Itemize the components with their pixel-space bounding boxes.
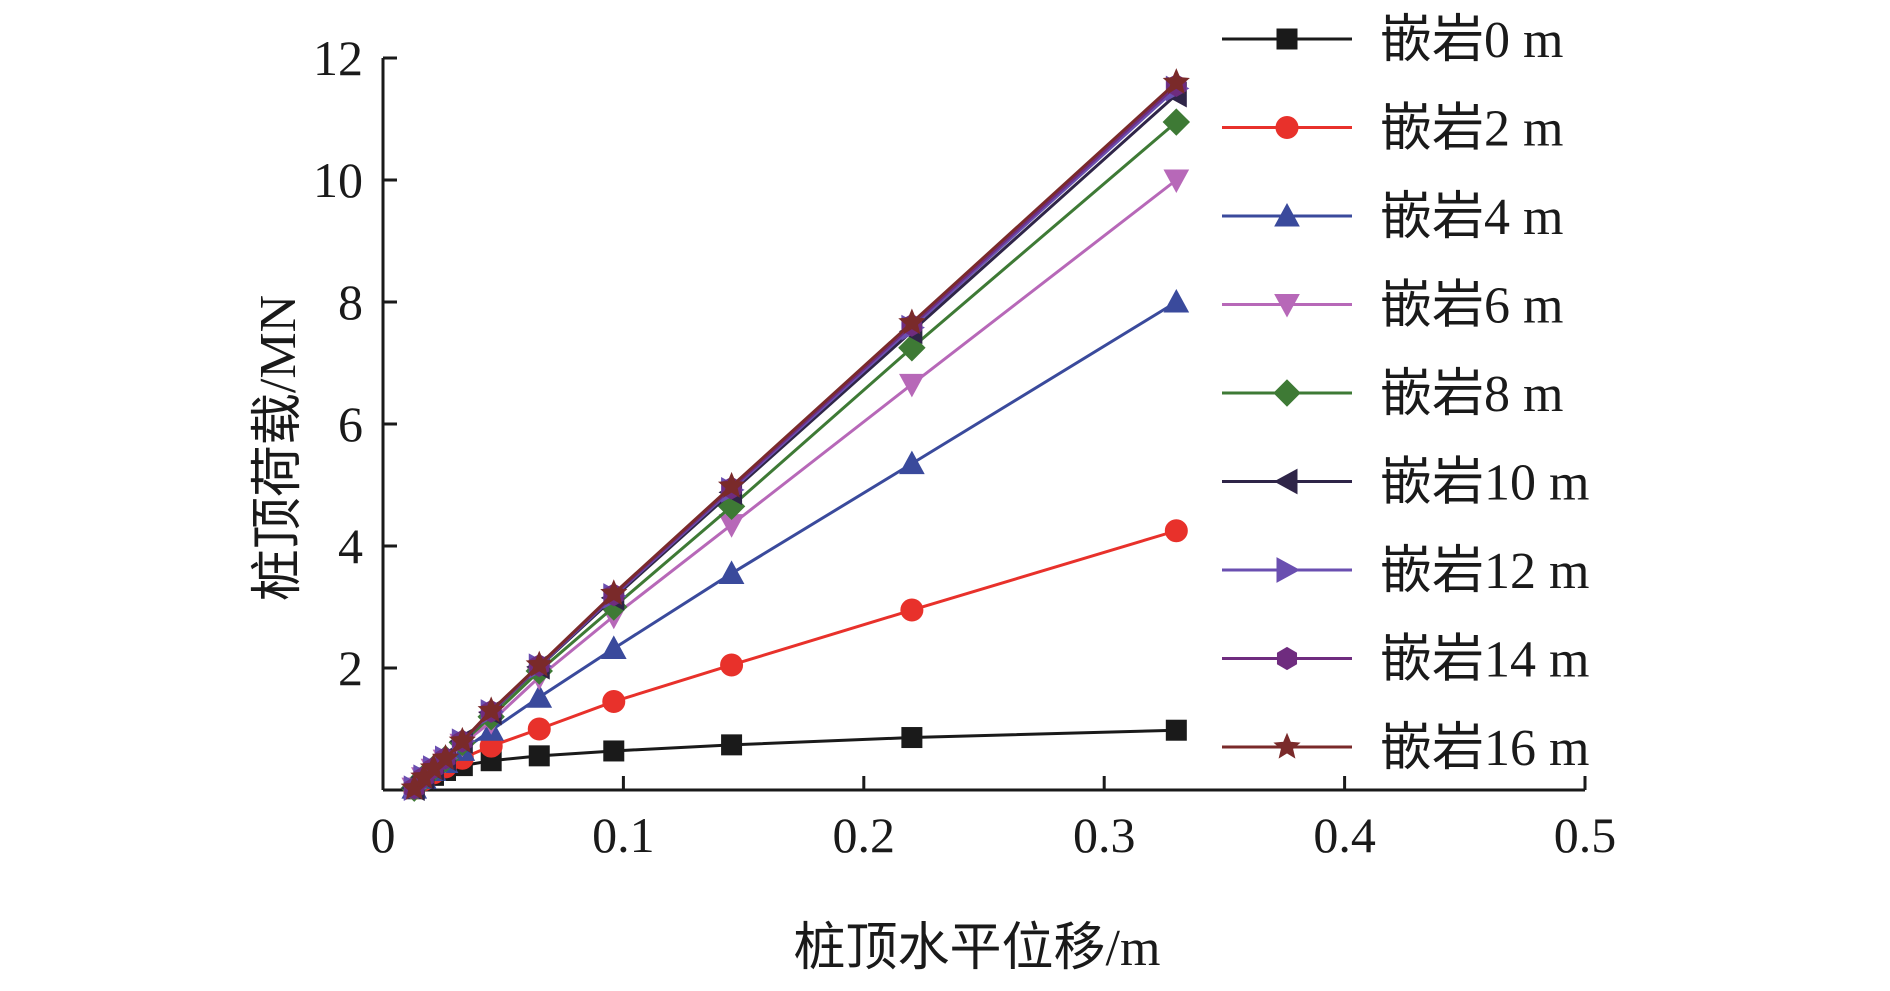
series: [401, 288, 1190, 799]
x-tick-label: 0.5: [1554, 807, 1617, 863]
y-tick-label: 10: [313, 152, 363, 208]
legend-item: 嵌岩6 m: [1222, 278, 1563, 335]
legend-label: 嵌岩0 m: [1380, 12, 1563, 69]
y-tick-label: 4: [338, 518, 363, 574]
data-point: [603, 740, 625, 762]
legend-label: 嵌岩6 m: [1380, 278, 1563, 335]
series: [403, 719, 1187, 800]
legend-marker: [1274, 202, 1300, 227]
data-point: [900, 598, 924, 622]
data-point: [720, 653, 744, 677]
legend-label: 嵌岩8 m: [1380, 366, 1563, 423]
legend-label: 嵌岩12 m: [1380, 543, 1589, 600]
y-tick-label: 8: [338, 274, 363, 330]
legend-item: 嵌岩14 m: [1222, 632, 1589, 689]
legend-marker: [1276, 28, 1298, 50]
legend-label: 嵌岩2 m: [1380, 101, 1563, 158]
data-point: [899, 450, 925, 475]
legend-label: 嵌岩10 m: [1380, 455, 1589, 512]
data-point: [431, 743, 460, 770]
data-point: [901, 727, 923, 749]
legend-marker: [1276, 557, 1301, 583]
legend: 嵌岩0 m 嵌岩2 m 嵌岩4 m 嵌岩6 m 嵌岩8 m 嵌岩10 m 嵌岩12 m 嵌岩1…: [1222, 12, 1589, 777]
y-tick-label: 12: [313, 30, 363, 86]
data-point: [1162, 108, 1191, 136]
data-point: [448, 726, 476, 753]
series: [400, 68, 1190, 800]
legend-item: 嵌岩16 m: [1222, 720, 1589, 777]
x-tick-label: 0.1: [592, 807, 655, 863]
y-ticks: 2 4 6 8 10 12: [313, 30, 397, 696]
data-point: [525, 650, 553, 677]
series-line: [413, 178, 1178, 790]
y-tick-label: 6: [338, 396, 363, 452]
x-tick-label: 0: [371, 807, 396, 863]
data-point: [1163, 169, 1190, 194]
data-point: [899, 373, 925, 398]
legend-label: 嵌岩16 m: [1380, 720, 1589, 777]
data-point: [1165, 719, 1187, 741]
series-line: [413, 529, 1177, 790]
x-ticks: 0 0.1 0.2 0.3 0.4 0.5: [371, 776, 1617, 863]
data-point: [718, 560, 745, 584]
x-tick-label: 0.2: [833, 807, 896, 863]
data-point: [527, 717, 551, 741]
legend-item: 嵌岩10 m: [1222, 455, 1589, 512]
data-point: [600, 635, 627, 659]
legend-marker: [1275, 116, 1299, 139]
data-point: [477, 696, 505, 723]
legend-marker: [1273, 732, 1301, 759]
series-group: [400, 68, 1191, 802]
x-axis-title: 桩顶水平位移/m: [794, 920, 1161, 977]
data-point: [1163, 288, 1190, 313]
data-point: [717, 471, 746, 498]
x-tick-label: 0.3: [1073, 807, 1136, 863]
legend-item: 嵌岩8 m: [1222, 366, 1563, 423]
y-axis-title: 桩顶荷载/MN: [250, 295, 307, 601]
data-point: [600, 579, 628, 606]
legend-item: 嵌岩2 m: [1222, 101, 1563, 158]
legend-marker: [1276, 646, 1298, 671]
legend-item: 嵌岩4 m: [1222, 189, 1563, 246]
axes: 0 0.1 0.2 0.3 0.4 0.5 2 4 6 8 10 12: [313, 30, 1616, 863]
series-line: [413, 728, 1177, 790]
y-tick-label: 2: [338, 640, 363, 696]
data-point: [602, 690, 626, 714]
series: [401, 81, 1187, 802]
data-point: [898, 308, 926, 335]
legend-label: 嵌岩4 m: [1380, 189, 1563, 246]
legend-item: 嵌岩12 m: [1222, 543, 1589, 600]
legend-marker: [1273, 468, 1298, 495]
data-point: [1164, 519, 1188, 543]
data-point: [526, 684, 553, 708]
legend-item: 嵌岩0 m: [1222, 12, 1563, 69]
data-point: [721, 734, 743, 756]
x-tick-label: 0.4: [1313, 807, 1376, 863]
data-point: [528, 745, 550, 767]
legend-label: 嵌岩14 m: [1380, 632, 1589, 689]
data-point: [1162, 68, 1190, 94]
series-line: [413, 300, 1178, 790]
series-line: [413, 93, 1178, 790]
data-point: [400, 773, 428, 800]
legend-marker: [1273, 379, 1301, 407]
legend-marker: [1274, 294, 1300, 318]
series: [401, 169, 1190, 802]
